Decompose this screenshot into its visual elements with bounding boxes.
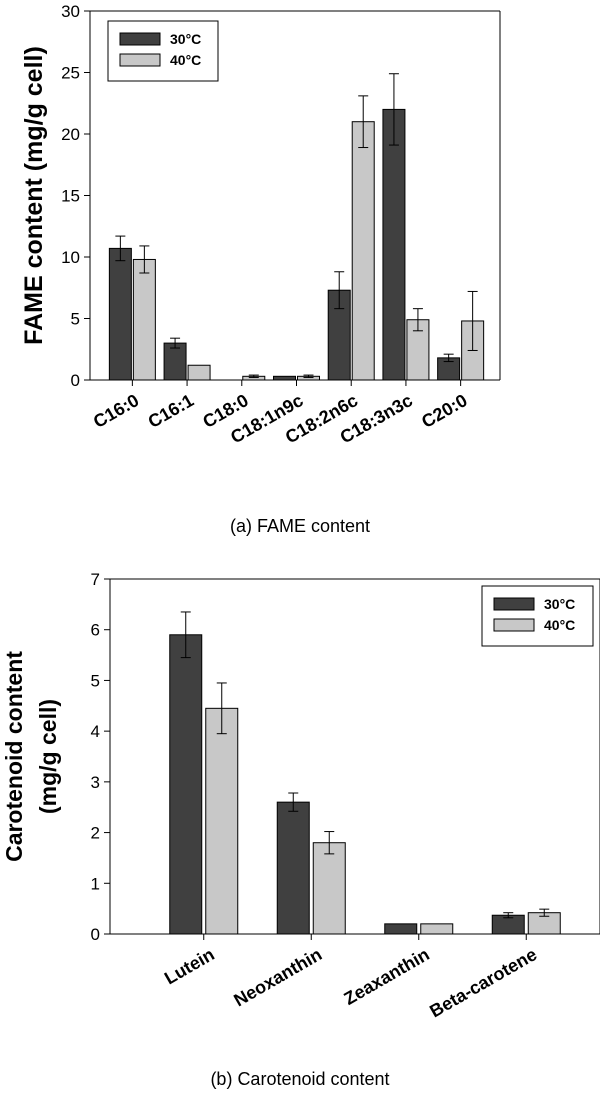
chart-carotenoid-content: 0 1 2 3 4 5 6 7 Carotenoid content (mg/g cell) Lut… bbox=[1, 570, 600, 1089]
bar-40c bbox=[312, 842, 346, 935]
bar-30c bbox=[108, 247, 132, 381]
y-tick-label: 25 bbox=[61, 64, 80, 83]
x-tick-label: Neoxanthin bbox=[230, 944, 325, 1010]
y-tick-label: 2 bbox=[91, 824, 100, 843]
legend-label: 30°C bbox=[170, 31, 201, 47]
x-tick-label: C16:0 bbox=[90, 390, 142, 432]
bar-30c bbox=[169, 634, 203, 935]
figure-caption: (a) FAME content bbox=[230, 516, 370, 536]
y-tick-label: 6 bbox=[91, 621, 100, 640]
legend-label: 40°C bbox=[170, 52, 201, 68]
bar-40c bbox=[205, 707, 239, 935]
y-tick-label: 20 bbox=[61, 125, 80, 144]
legend-swatch bbox=[119, 32, 161, 46]
legend-box bbox=[107, 20, 219, 82]
bar-40c bbox=[351, 121, 375, 381]
bar-30c bbox=[384, 923, 418, 935]
bar-30c bbox=[273, 375, 296, 381]
figure-caption: (b) Carotenoid content bbox=[210, 1069, 389, 1089]
y-tick-label: 0 bbox=[91, 925, 100, 944]
y-tick-label: 7 bbox=[91, 570, 100, 589]
y-axis-label: (mg/g cell) bbox=[35, 699, 61, 814]
x-tick-label: C20:0 bbox=[418, 390, 470, 432]
legend-label: 40°C bbox=[544, 617, 575, 633]
y-tick-label: 4 bbox=[91, 722, 100, 741]
y-tick-label: 10 bbox=[61, 248, 80, 267]
bar-30c bbox=[382, 108, 406, 381]
y-tick-label: 3 bbox=[91, 773, 100, 792]
y-axis-label: Carotenoid content bbox=[1, 651, 27, 862]
x-tick-label: C16:1 bbox=[145, 390, 197, 432]
legend-swatch bbox=[493, 597, 535, 611]
y-tick-label: 30 bbox=[61, 2, 80, 21]
y-axis-label: FAME content (mg/g cell) bbox=[20, 46, 48, 345]
chart-fame-content: 0 5 10 15 20 25 30 FAME content (mg/g cell) C16:… bbox=[20, 2, 501, 536]
y-tick-label: 0 bbox=[71, 371, 80, 390]
legend-label: 30°C bbox=[544, 596, 575, 612]
x-tick-label: Lutein bbox=[161, 944, 218, 988]
y-tick-label: 5 bbox=[91, 671, 100, 690]
x-tick-label: Beta-carotene bbox=[426, 944, 540, 1021]
legend-swatch bbox=[119, 53, 161, 67]
bar-40c bbox=[420, 923, 454, 935]
legend-box bbox=[481, 585, 594, 647]
y-tick-label: 15 bbox=[61, 187, 80, 206]
legend-swatch bbox=[493, 618, 535, 632]
y-tick-label: 1 bbox=[91, 874, 100, 893]
bar-30c bbox=[276, 801, 310, 935]
bar-40c bbox=[132, 258, 156, 381]
y-tick-label: 5 bbox=[71, 310, 80, 329]
bar-40c bbox=[187, 364, 211, 381]
bar-30c bbox=[163, 342, 187, 381]
x-tick-label: Zeaxanthin bbox=[340, 944, 432, 1009]
